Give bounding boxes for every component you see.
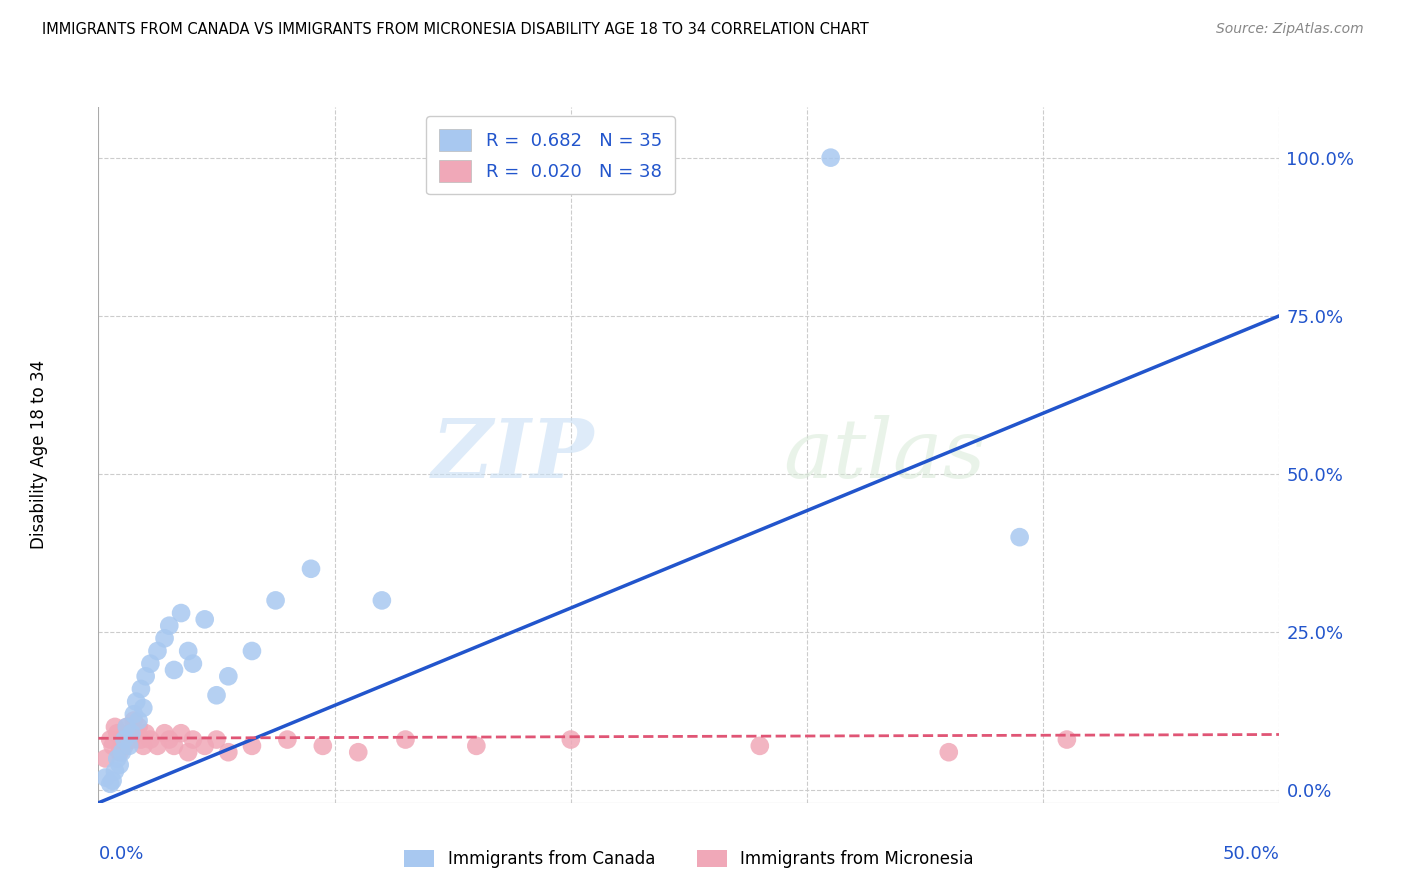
Text: Disability Age 18 to 34: Disability Age 18 to 34 [31, 360, 48, 549]
Point [94, 771, 117, 785]
Point [118, 739, 141, 753]
Point [276, 732, 298, 747]
Point [170, 726, 193, 740]
Legend: Immigrants from Canada, Immigrants from Micronesia: Immigrants from Canada, Immigrants from … [398, 843, 980, 874]
Point [111, 732, 134, 747]
Point [128, 714, 150, 728]
Point [129, 732, 152, 747]
Point [121, 726, 143, 740]
Point [115, 720, 138, 734]
Point [146, 739, 169, 753]
Text: atlas: atlas [783, 415, 986, 495]
Point [264, 593, 287, 607]
Point [1008, 530, 1031, 544]
Point [132, 701, 155, 715]
Text: IMMIGRANTS FROM CANADA VS IMMIGRANTS FROM MICRONESIA DISABILITY AGE 18 TO 34 COR: IMMIGRANTS FROM CANADA VS IMMIGRANTS FRO… [42, 22, 869, 37]
Point [748, 739, 770, 753]
Point [108, 745, 131, 759]
Point [121, 732, 143, 747]
Point [122, 707, 145, 722]
Point [240, 739, 263, 753]
Point [157, 732, 180, 747]
Point [112, 739, 135, 753]
Point [181, 732, 204, 747]
Point [101, 739, 124, 753]
Point [177, 745, 200, 759]
Point [139, 657, 162, 671]
Point [101, 773, 124, 788]
Point [132, 739, 155, 753]
Point [118, 726, 141, 740]
Point [163, 739, 186, 753]
Point [240, 644, 263, 658]
Text: ZIP: ZIP [432, 415, 595, 495]
Point [217, 745, 239, 759]
Point [371, 593, 394, 607]
Point [1056, 732, 1078, 747]
Point [105, 751, 128, 765]
Point [163, 663, 186, 677]
Point [299, 562, 322, 576]
Point [205, 688, 228, 702]
Point [125, 726, 148, 740]
Point [104, 720, 127, 734]
Point [194, 612, 217, 626]
Point [347, 745, 370, 759]
Point [125, 695, 148, 709]
Point [394, 732, 416, 747]
Point [146, 644, 169, 658]
Point [170, 606, 193, 620]
Point [217, 669, 239, 683]
Point [560, 732, 582, 747]
Point [98, 732, 121, 747]
Point [512, 151, 534, 165]
Point [135, 726, 157, 740]
Point [820, 151, 842, 165]
Point [181, 657, 204, 671]
Point [112, 732, 135, 747]
Point [122, 714, 145, 728]
Point [938, 745, 960, 759]
Text: 50.0%: 50.0% [1223, 845, 1279, 863]
Point [105, 726, 128, 740]
Point [115, 720, 138, 734]
Point [129, 681, 152, 696]
Point [153, 726, 176, 740]
Point [108, 757, 131, 772]
Point [177, 644, 200, 658]
Point [194, 739, 217, 753]
Point [157, 618, 180, 632]
Point [135, 669, 157, 683]
Point [465, 739, 488, 753]
Point [205, 732, 228, 747]
Text: 0.0%: 0.0% [98, 845, 143, 863]
Point [139, 732, 162, 747]
Text: Source: ZipAtlas.com: Source: ZipAtlas.com [1216, 22, 1364, 37]
Point [153, 632, 176, 646]
Point [312, 739, 335, 753]
Point [128, 720, 150, 734]
Point [94, 751, 117, 765]
Point [104, 764, 127, 779]
Point [111, 745, 134, 759]
Point [98, 777, 121, 791]
